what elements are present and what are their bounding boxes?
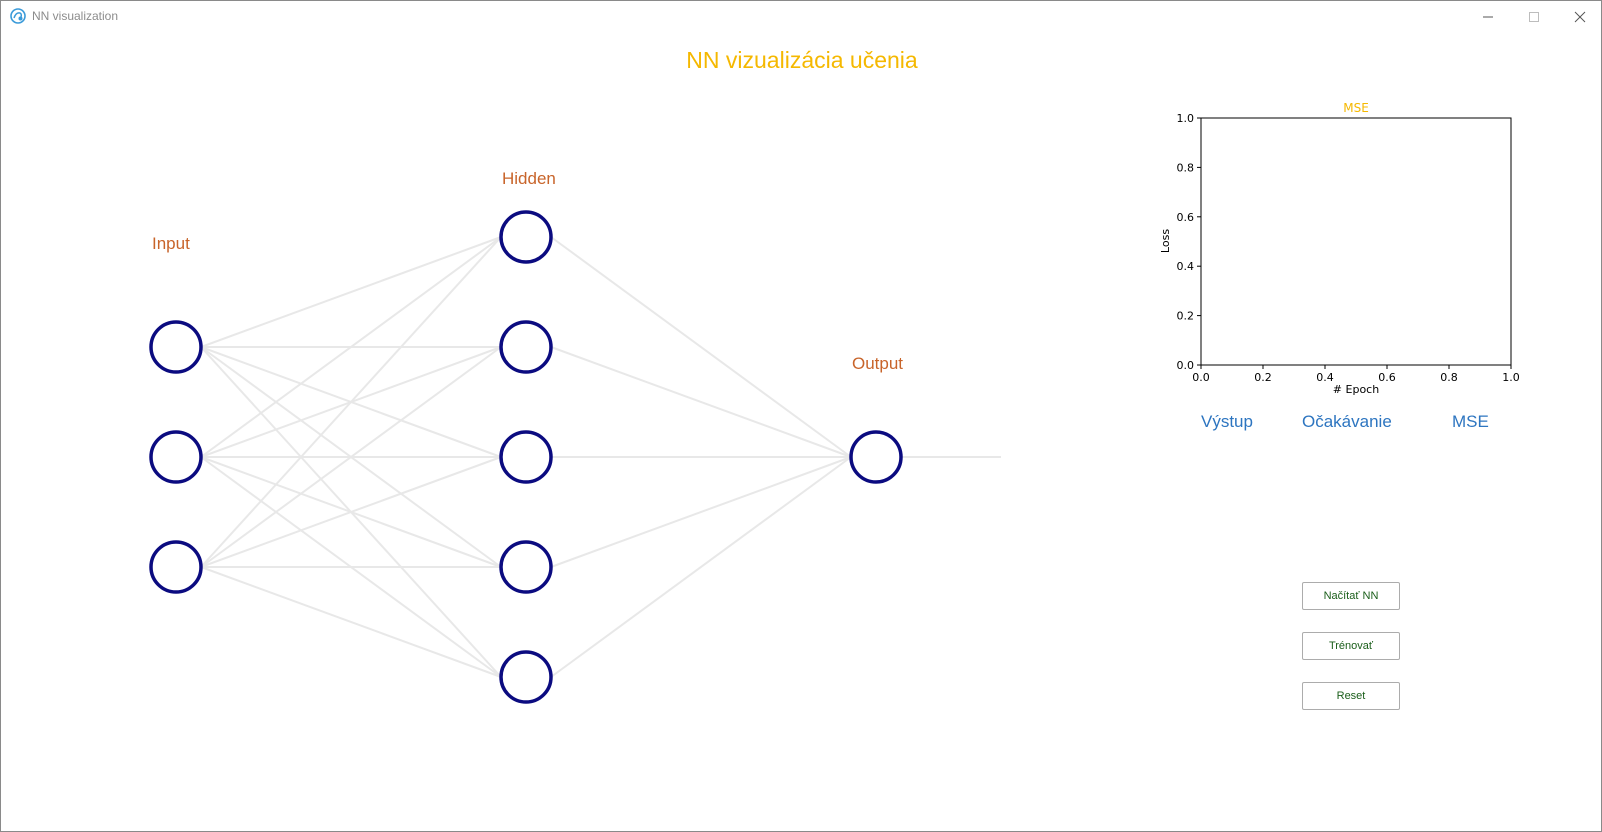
input-neuron bbox=[149, 540, 203, 594]
x-axis-label: # Epoch bbox=[1333, 383, 1379, 396]
app-logo-icon bbox=[10, 8, 26, 24]
connection-line bbox=[550, 346, 852, 458]
title-bar[interactable]: NN visualization bbox=[1, 1, 1601, 32]
chart-title: MSE bbox=[1343, 101, 1369, 115]
close-button[interactable] bbox=[1557, 1, 1602, 32]
connection-line bbox=[200, 236, 502, 348]
x-tick-label: 1.0 bbox=[1502, 371, 1520, 384]
connection-line bbox=[550, 456, 852, 568]
x-tick-label: 0.0 bbox=[1192, 371, 1210, 384]
y-tick-label: 0.8 bbox=[1177, 161, 1195, 174]
input-layer-label: Input bbox=[152, 234, 190, 253]
input-neuron bbox=[149, 320, 203, 374]
minimize-button[interactable] bbox=[1465, 1, 1511, 32]
x-tick-label: 0.4 bbox=[1316, 371, 1334, 384]
chart-plot-area bbox=[1200, 117, 1512, 366]
mse-loss-chart: MSE 0.0 0.2 0.4 0.6 0.8 1.0 0.0 0.2 0.4 0.6 0.8 1.… bbox=[1159, 101, 1520, 396]
y-axis-ticks: 0.0 0.2 0.4 0.6 0.8 1.0 bbox=[1177, 112, 1201, 372]
hidden-neuron bbox=[499, 320, 553, 374]
connection-line bbox=[200, 566, 502, 678]
output-layer-label: Output bbox=[852, 354, 904, 373]
connection-line bbox=[200, 236, 502, 458]
hidden-neuron bbox=[499, 210, 553, 264]
connection-line bbox=[200, 456, 502, 568]
hidden-neuron bbox=[499, 650, 553, 704]
minimize-icon bbox=[1483, 16, 1493, 17]
reset-button[interactable]: Reset bbox=[1302, 682, 1400, 710]
neurons-group bbox=[149, 210, 903, 704]
connections-group bbox=[200, 236, 1001, 678]
network-diagram bbox=[149, 210, 1001, 704]
x-tick-label: 0.6 bbox=[1378, 371, 1396, 384]
x-axis-ticks: 0.0 0.2 0.4 0.6 0.8 1.0 bbox=[1192, 365, 1520, 384]
connection-line bbox=[200, 346, 502, 568]
y-tick-label: 0.2 bbox=[1177, 310, 1195, 323]
hidden-layer-label: Hidden bbox=[502, 169, 556, 188]
train-button[interactable]: Trénovať bbox=[1302, 632, 1400, 660]
mse-column-header: MSE bbox=[1452, 412, 1489, 431]
connection-line bbox=[550, 456, 852, 678]
hidden-neuron bbox=[499, 540, 553, 594]
y-tick-label: 0.6 bbox=[1177, 211, 1195, 224]
maximize-button[interactable] bbox=[1511, 1, 1557, 32]
x-tick-label: 0.2 bbox=[1254, 371, 1272, 384]
x-tick-label: 0.8 bbox=[1440, 371, 1458, 384]
connection-line bbox=[200, 236, 502, 568]
input-neuron bbox=[149, 430, 203, 484]
y-axis-label: Loss bbox=[1159, 229, 1172, 253]
connection-line bbox=[550, 236, 852, 458]
output-neuron bbox=[849, 430, 903, 484]
y-tick-label: 0.0 bbox=[1177, 359, 1195, 372]
y-tick-label: 1.0 bbox=[1177, 112, 1195, 125]
maximize-icon bbox=[1529, 11, 1539, 22]
y-tick-label: 0.4 bbox=[1177, 260, 1195, 273]
expected-column-header: Očakávanie bbox=[1302, 412, 1392, 431]
hidden-neuron bbox=[499, 430, 553, 484]
close-icon bbox=[1574, 11, 1586, 22]
page-title: NN vizualizácia učenia bbox=[686, 47, 918, 73]
output-column-header: Výstup bbox=[1201, 412, 1253, 431]
window-title: NN visualization bbox=[32, 9, 119, 23]
load-nn-button[interactable]: Načítať NN bbox=[1302, 582, 1400, 610]
